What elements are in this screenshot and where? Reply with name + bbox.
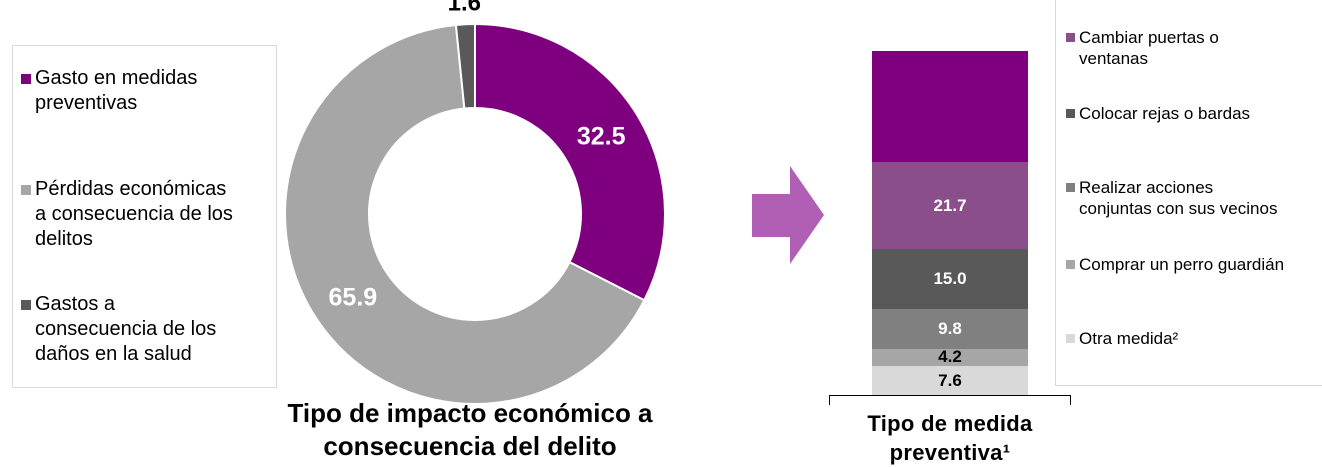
bar-data-label: 4.2 xyxy=(938,347,962,367)
legend-item-rejas: Colocar rejas o bardas xyxy=(1066,103,1322,124)
legend-item-otra: Otra medida² xyxy=(1066,328,1322,349)
legend-label: Colocar rejas o bardas xyxy=(1079,104,1251,123)
donut-slice xyxy=(474,22,666,302)
legend-label: Cambiar puertas o ventanas xyxy=(1079,28,1219,68)
legend-swatch xyxy=(1066,109,1075,118)
legend-swatch xyxy=(21,300,31,310)
bar-segment xyxy=(872,348,1028,366)
category-axis-bracket xyxy=(829,395,1071,405)
legend-swatch xyxy=(21,185,31,195)
legend-item-cambiar-puertas: Cambiar puertas o ventanas xyxy=(1066,27,1322,69)
donut-title: Tipo de impacto económico a consecuencia… xyxy=(250,397,690,463)
legend-item-vecinos: Realizar acciones conjuntas con sus veci… xyxy=(1066,177,1322,219)
legend-label: Pérdidas económicas a consecuencia de lo… xyxy=(35,178,233,250)
donut-title-text: Tipo de impacto económico a consecuencia… xyxy=(287,398,653,461)
legend-label: Comprar un perro guardián xyxy=(1079,255,1285,274)
bar-data-label: 7.6 xyxy=(938,370,962,390)
legend-swatch xyxy=(1066,33,1075,42)
donut-data-label: 65.9 xyxy=(329,284,378,312)
donut-slice xyxy=(454,22,476,110)
bar-segment xyxy=(872,365,1028,396)
bar-title: Tipo de medida preventiva¹ xyxy=(820,409,1080,467)
bar-segment xyxy=(872,249,1028,310)
legend-item-gasto-medidas: Gasto en medidas preventivas xyxy=(21,66,276,116)
legend-swatch xyxy=(1066,260,1075,269)
bar-data-label: 27.7 xyxy=(933,2,967,21)
legend-swatch xyxy=(21,74,31,84)
donut-slice xyxy=(284,23,646,405)
bar-segment xyxy=(872,51,1028,163)
legend-label: Gastos a consecuencia de los daños en la… xyxy=(35,293,217,365)
bar-segment xyxy=(872,309,1028,349)
legend-item-perdidas: Pérdidas económicas a consecuencia de lo… xyxy=(21,177,276,252)
bar-data-label: 15.0 xyxy=(933,269,967,289)
bar-legend: Cambiar puertas o ventanas Colocar rejas… xyxy=(1055,0,1322,386)
bar-title-text: Tipo de medida preventiva¹ xyxy=(867,411,1033,465)
legend-swatch xyxy=(1066,183,1075,192)
legend-label: Gasto en medidas preventivas xyxy=(35,67,198,114)
legend-item-gastos-salud: Gastos a consecuencia de los daños en la… xyxy=(21,292,276,367)
donut-legend: Gasto en medidas preventivas Pérdidas ec… xyxy=(12,45,277,388)
donut-data-label: 1.6 xyxy=(448,0,481,16)
legend-label: Otra medida² xyxy=(1079,329,1179,348)
bar-data-label: 9.8 xyxy=(938,319,962,339)
arrow-icon xyxy=(752,166,824,264)
bar-data-label: 21.7 xyxy=(933,195,967,215)
legend-item-perro: Comprar un perro guardián xyxy=(1066,254,1322,275)
legend-label: Realizar acciones conjuntas con sus veci… xyxy=(1079,178,1278,218)
legend-swatch xyxy=(1066,334,1075,343)
bar-segment xyxy=(872,162,1028,250)
donut-data-label: 32.5 xyxy=(577,123,626,151)
